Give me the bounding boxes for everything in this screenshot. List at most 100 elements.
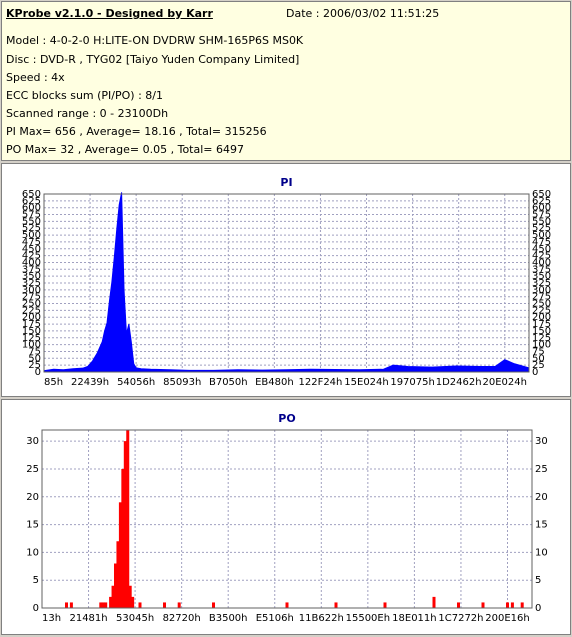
po-bar: [520, 602, 524, 608]
pi-plot-border: [43, 193, 530, 373]
pi-ytick-left: 475: [22, 237, 41, 248]
po-bar: [104, 602, 108, 608]
pi-ytick-right: 175: [532, 319, 551, 330]
pi-chart-panel: PI 0 0 25 25 50 50 75 75 100 100 125 125 150 150 175 175…: [1, 163, 571, 397]
pi-ytick-left: 50: [28, 353, 41, 364]
pi-ytick-right: 325: [532, 278, 551, 289]
pi-ytick-left: 275: [22, 292, 41, 303]
pi-ytick-right: 450: [532, 244, 551, 255]
po-bar: [65, 602, 68, 608]
pi-ytick-right: 25: [532, 360, 545, 371]
pi-ytick-right: 225: [532, 305, 551, 316]
po-chart-panel: PO 0 0 5 5 10 10 15 15 20 20 25 25 30 30 13h 21481h 53045…: [1, 399, 571, 635]
info-ecc: ECC blocks sum (PI/PO) : 8/1: [6, 89, 163, 102]
pi-ytick-right: 275: [532, 292, 551, 303]
pi-ytick-left: 200: [22, 312, 41, 323]
po-bar: [285, 602, 289, 608]
po-bar: [163, 602, 166, 608]
po-ytick-right: 0: [535, 603, 541, 614]
po-bar: [131, 596, 135, 608]
pi-ytick-right: 525: [532, 223, 551, 234]
pi-ytick-left: 25: [28, 360, 41, 371]
po-bar: [116, 541, 120, 608]
po-bar: [481, 602, 485, 608]
po-bar: [118, 502, 122, 608]
po-ytick-left: 10: [26, 547, 39, 558]
pi-ytick-left: 0: [35, 367, 41, 378]
po-ytick-right: 30: [535, 436, 548, 447]
po-ytick-left: 20: [26, 492, 39, 503]
po-xtick-label: 200E16h: [485, 613, 529, 624]
pi-ytick-left: 650: [22, 189, 41, 200]
pi-ytick-right: 400: [532, 257, 551, 268]
po-title: PO: [278, 412, 295, 425]
pi-ytick-left: 225: [22, 305, 41, 316]
po-xtick-label: 1C7272h: [438, 613, 483, 624]
pi-ytick-right: 600: [532, 203, 551, 214]
po-xtick-label: 11B622h: [299, 613, 344, 624]
pi-xtick-label: 54056h: [117, 377, 155, 388]
po-bar: [123, 441, 127, 608]
pi-ytick-right: 75: [532, 346, 545, 357]
po-xtick-label: 15500Eh: [346, 613, 390, 624]
po-bar: [101, 602, 105, 608]
pi-ytick-left: 500: [22, 230, 41, 241]
info-range: Scanned range : 0 - 23100Dh: [6, 107, 169, 120]
pi-ytick-left: 300: [22, 285, 41, 296]
po-ytick-right: 20: [535, 492, 548, 503]
pi-xtick-label: 20E024h: [483, 377, 527, 388]
pi-ytick-right: 625: [532, 196, 551, 207]
pi-ytick-left: 575: [22, 210, 41, 221]
po-bar: [99, 602, 103, 608]
po-chart: PO 0 0 5 5 10 10 15 15 20 20 25 25 30 30 13h 21481h 53045…: [26, 412, 548, 624]
po-bar: [510, 602, 514, 608]
po-bar: [114, 563, 117, 608]
pi-ytick-left: 400: [22, 257, 41, 268]
pi-xtick-label: B7050h: [209, 377, 248, 388]
pi-xtick-label: 1D2462h: [436, 377, 482, 388]
pi-xtick-label: EB480h: [255, 377, 294, 388]
po-xtick-label: 13h: [42, 613, 61, 624]
pi-ytick-left: 250: [22, 299, 41, 310]
pi-ytick-right: 425: [532, 251, 551, 262]
po-bar: [69, 602, 73, 608]
pi-ytick-right: 250: [532, 299, 551, 310]
po-bar: [383, 602, 387, 608]
po-bar: [432, 596, 436, 608]
po-bar: [506, 602, 509, 608]
po-bar: [111, 585, 115, 608]
pi-ytick-left: 175: [22, 319, 41, 330]
po-ytick-left: 5: [33, 575, 39, 586]
pi-ytick-left: 75: [28, 346, 41, 357]
pi-ytick-right: 100: [532, 340, 551, 351]
info-po-stats: PO Max= 32 , Average= 0.05 , Total= 6497: [6, 143, 244, 156]
pi-xtick-label: 197075h: [390, 377, 435, 388]
pi-ytick-left: 525: [22, 223, 41, 234]
po-ytick-right: 15: [535, 520, 548, 531]
pi-ytick-right: 650: [532, 189, 551, 200]
pi-ytick-right: 50: [532, 353, 545, 364]
info-model: Model : 4-0-2-0 H:LITE-ON DVDRW SHM-165P…: [6, 34, 304, 47]
pi-ytick-left: 100: [22, 340, 41, 351]
po-ytick-right: 5: [535, 575, 541, 586]
po-bar: [212, 602, 215, 608]
pi-ytick-right: 0: [532, 367, 538, 378]
pi-title: PI: [280, 176, 292, 189]
pi-xtick-label: 85093h: [163, 377, 201, 388]
pi-ytick-left: 425: [22, 251, 41, 262]
po-xtick-label: 53045h: [116, 613, 154, 624]
po-xtick-label: E5106h: [256, 613, 294, 624]
pi-xtick-label: 122F24h: [298, 377, 342, 388]
po-bar: [457, 602, 460, 608]
po-bar: [109, 596, 113, 608]
po-xtick-label: 18E011h: [392, 613, 436, 624]
po-ytick-right: 25: [535, 464, 548, 475]
pi-ytick-right: 550: [532, 216, 551, 227]
po-ytick-left: 30: [26, 436, 39, 447]
po-bar: [126, 430, 130, 608]
pi-ytick-right: 575: [532, 210, 551, 221]
po-plot-border: [41, 429, 533, 609]
pi-ytick-right: 125: [532, 333, 551, 344]
info-disc: Disc : DVD-R , TYG02 [Taiyo Yuden Compan…: [6, 53, 300, 66]
